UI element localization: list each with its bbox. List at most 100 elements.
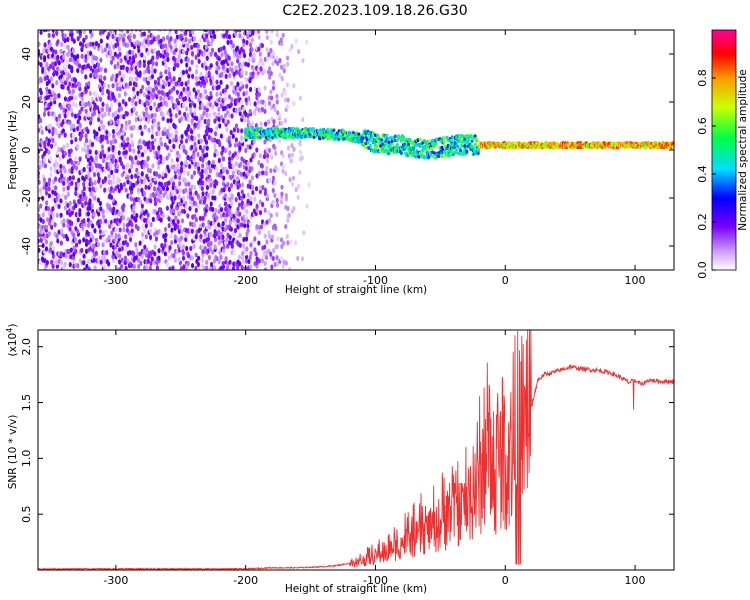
heat-cell xyxy=(86,153,90,159)
heat-cell xyxy=(227,55,231,61)
heat-cell xyxy=(130,262,134,269)
heat-cell xyxy=(129,196,134,202)
heat-cell xyxy=(92,171,97,178)
heat-cell xyxy=(138,41,142,47)
heat-cell xyxy=(230,61,234,67)
heat-cell xyxy=(49,143,54,149)
heat-cell xyxy=(137,263,141,270)
heat-cell xyxy=(136,225,140,231)
heat-cell xyxy=(207,118,211,124)
heat-cell xyxy=(213,33,217,40)
heat-cell xyxy=(146,101,151,107)
heat-cell xyxy=(98,200,102,207)
heat-cell xyxy=(174,112,178,119)
y-tick-label: 0 xyxy=(20,147,33,154)
heat-cell xyxy=(292,205,296,211)
heat-cell xyxy=(247,57,251,63)
heat-cell xyxy=(259,66,263,72)
heat-cell xyxy=(82,30,86,35)
heat-cell xyxy=(68,119,72,125)
heat-cell xyxy=(76,119,80,125)
heat-cell xyxy=(177,194,181,200)
heat-cell xyxy=(203,134,207,140)
heat-cell xyxy=(157,145,161,151)
heat-cell xyxy=(43,42,47,48)
heat-cell xyxy=(38,41,41,47)
heat-cell xyxy=(141,223,145,230)
heat-cell xyxy=(96,241,101,248)
heat-cell xyxy=(296,194,300,200)
heat-cell xyxy=(55,116,59,122)
heat-cell xyxy=(115,167,119,174)
heat-cell xyxy=(153,68,157,74)
heat-cell xyxy=(119,182,123,188)
heat-cell xyxy=(118,70,122,76)
heat-cell xyxy=(221,118,226,124)
heat-cell xyxy=(259,57,263,63)
heat-cell xyxy=(275,243,279,249)
heat-cell xyxy=(78,109,82,115)
heat-cell xyxy=(246,227,250,234)
heat-cell xyxy=(97,42,101,49)
heat-cell xyxy=(236,81,240,87)
heat-cell xyxy=(250,175,255,181)
heat-cell xyxy=(265,55,270,62)
heat-cell xyxy=(144,209,148,215)
heat-cell xyxy=(53,113,57,119)
heat-cell xyxy=(221,64,226,70)
heat-cell xyxy=(207,112,212,119)
heat-cell xyxy=(76,143,80,150)
heat-cell xyxy=(251,239,255,245)
heat-cell xyxy=(45,259,49,266)
heat-cell xyxy=(165,205,169,211)
heat-cell xyxy=(249,196,253,202)
signal-cell xyxy=(406,153,410,158)
heat-cell xyxy=(122,203,126,209)
heat-cell xyxy=(150,73,155,80)
heat-cell xyxy=(60,173,64,179)
heat-cell xyxy=(90,157,94,163)
heat-cell xyxy=(116,114,120,120)
heat-cell xyxy=(94,155,98,161)
heat-cell xyxy=(159,95,163,101)
heat-cell xyxy=(252,57,256,63)
heat-cell xyxy=(267,217,272,224)
heat-cell xyxy=(241,182,245,188)
heat-cell xyxy=(80,68,84,75)
heat-cell xyxy=(94,73,99,79)
heat-cell xyxy=(60,30,64,34)
heat-cell xyxy=(152,186,157,192)
heat-cell xyxy=(270,264,274,270)
heat-cell xyxy=(229,200,234,207)
heat-cell xyxy=(196,161,200,167)
heat-cell xyxy=(111,154,115,160)
heat-cell xyxy=(113,200,118,206)
heat-cell xyxy=(177,228,182,235)
signal-cell xyxy=(385,133,389,138)
heat-cell xyxy=(205,145,209,151)
heat-cell xyxy=(177,153,181,159)
heat-cell xyxy=(280,92,284,98)
heat-cell xyxy=(245,208,249,214)
heat-cell xyxy=(247,96,251,102)
heat-cell xyxy=(250,184,255,190)
heat-cell xyxy=(121,164,126,170)
heat-cell xyxy=(246,34,250,40)
heat-cell xyxy=(84,174,89,180)
heat-cell xyxy=(205,171,209,177)
heat-cell xyxy=(226,145,230,151)
heat-cell xyxy=(170,227,174,233)
heat-cell xyxy=(193,135,197,142)
heat-cell xyxy=(83,267,87,270)
heat-cell xyxy=(190,94,194,101)
heat-cell xyxy=(134,101,138,107)
heat-cell xyxy=(75,242,79,248)
heat-cell xyxy=(47,30,51,33)
heat-cell xyxy=(172,253,176,259)
heat-cell xyxy=(226,243,230,249)
heat-cell xyxy=(275,55,279,62)
heat-cell xyxy=(307,182,311,188)
heat-cell xyxy=(122,181,126,188)
heat-cell xyxy=(290,43,294,50)
heat-cell xyxy=(223,49,227,56)
